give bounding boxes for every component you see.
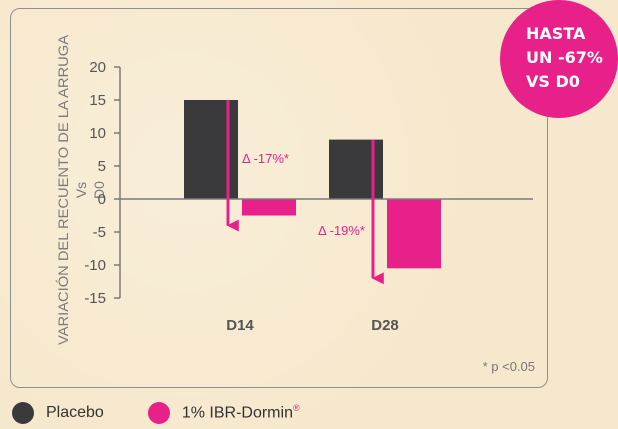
ylabel-line-2: Vs xyxy=(73,182,89,198)
ylabel-line-3: D0 xyxy=(91,181,107,199)
legend-label-placebo: Placebo xyxy=(46,404,104,421)
badge-line-1: HASTA xyxy=(526,24,586,43)
y-tick-label-15: 15 xyxy=(89,92,106,109)
badge-line-3: VS D0 xyxy=(526,72,580,91)
y-tick-label-5: 5 xyxy=(98,158,106,175)
footnote: * p <0.05 xyxy=(483,359,535,374)
y-tick-label--10: -10 xyxy=(84,257,106,274)
result-badge: HASTA UN -67% VS D0 xyxy=(500,0,618,118)
legend: Placebo 1% IBR-Dormin® xyxy=(12,398,344,428)
legend-swatch-placebo xyxy=(12,402,34,424)
chart-panel xyxy=(10,8,548,388)
y-tick-label--5: -5 xyxy=(93,224,106,241)
bar-ibr-dormin-d28 xyxy=(387,199,441,269)
legend-label-ibr-dormin: 1% IBR-Dormin xyxy=(181,404,293,422)
registered-mark: ® xyxy=(292,403,300,414)
category-label-d28: D28 xyxy=(371,317,399,334)
y-tick-label-20: 20 xyxy=(89,59,106,76)
delta-label-d14: Δ -17%* xyxy=(242,151,289,166)
y-tick-label--15: -15 xyxy=(84,290,106,307)
legend-item-ibr-dormin: 1% IBR-Dormin® xyxy=(147,402,300,424)
bar-placebo-d14 xyxy=(184,100,238,199)
ylabel-line-1: VARIACIÓN DEL RECUENTO DE LA ARRUGA xyxy=(55,34,71,345)
y-tick-label-0: 0 xyxy=(98,191,106,208)
legend-item-placebo: Placebo xyxy=(12,402,104,424)
category-label-d14: D14 xyxy=(226,317,254,334)
y-tick-label-10: 10 xyxy=(89,125,106,142)
bar-ibr-dormin-d14 xyxy=(242,199,296,216)
delta-label-d28: Δ -19%* xyxy=(318,223,365,238)
bar-placebo-d28 xyxy=(329,139,383,199)
badge-line-2: UN -67% xyxy=(526,48,603,67)
legend-swatch-ibr-dormin xyxy=(147,402,170,424)
